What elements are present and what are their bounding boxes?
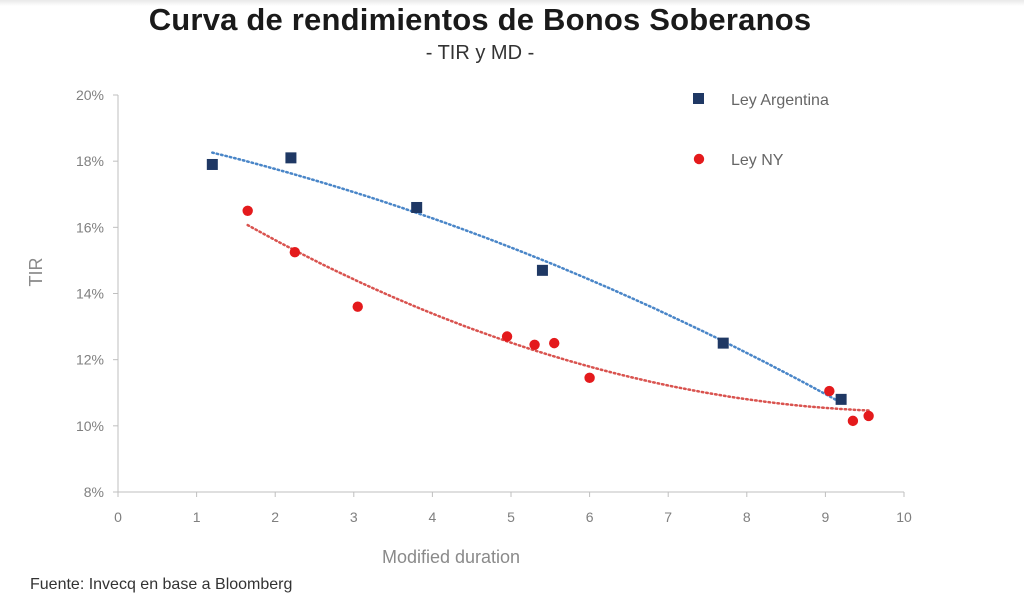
data-point-ley-ny: [242, 205, 253, 216]
x-tick-label: 4: [429, 509, 437, 525]
x-tick-label: 2: [271, 509, 279, 525]
data-point-ley-ny: [501, 331, 513, 342]
trendline-ley-argentina: [211, 151, 843, 404]
legend: Ley Argentina Ley NY: [693, 92, 829, 169]
chart-subtitle: - TIR y MD -: [425, 42, 535, 64]
y-tick-label: 10%: [76, 418, 104, 434]
top-bar: [0, 0, 1024, 6]
x-tick-label: 1: [193, 509, 201, 525]
data-point-ley-ny: [847, 415, 859, 427]
y-tick-label: 18%: [76, 153, 104, 169]
data-point-ley-ny: [584, 372, 595, 384]
data-point-ley-argentina: [835, 393, 847, 405]
legend-label-ley-ny: Ley NY: [731, 152, 784, 169]
trendline-ley-ny: [246, 223, 870, 412]
data-point-ley-ny: [352, 301, 363, 312]
data-point-ley-argentina: [285, 152, 297, 164]
x-axis-title: Modified duration: [382, 547, 520, 567]
data-point-ley-ny: [863, 410, 874, 422]
y-tick-label: 14%: [76, 286, 104, 302]
data-point-ley-argentina: [536, 264, 548, 276]
data-point-ley-argentina: [717, 337, 729, 349]
data-point-ley-ny: [289, 246, 301, 258]
y-tick-label: 8%: [84, 484, 104, 500]
x-tick-label: 9: [822, 509, 830, 525]
x-tick-label: 6: [586, 509, 594, 525]
trendlines: [211, 151, 870, 412]
legend-marker-ley-argentina: [693, 93, 704, 104]
data-point-ley-ny: [549, 337, 560, 349]
y-tick-label: 20%: [76, 87, 104, 103]
data-point-ley-argentina: [206, 158, 218, 170]
y-tick-label: 12%: [76, 352, 104, 368]
x-tick-label: 7: [664, 509, 672, 525]
data-point-ley-ny: [529, 339, 540, 350]
y-tick-label: 16%: [76, 219, 104, 235]
x-tick-label: 8: [743, 509, 751, 525]
data-points: [206, 152, 874, 427]
x-tick-label: 0: [114, 509, 122, 525]
axes: 8% 10% 12% 14% 16% 18% 20% 0 1 2 3 4 5 6 7 8 9 10: [76, 87, 912, 525]
x-tick-label: 5: [507, 509, 515, 525]
chart-title: Curva de rendimientos de Bonos Soberanos: [148, 2, 812, 37]
data-point-ley-argentina: [411, 201, 423, 213]
data-point-ley-ny: [824, 385, 835, 397]
y-axis-title: TIR: [26, 258, 46, 287]
legend-marker-ley-ny: [693, 153, 705, 165]
x-tick-label: 10: [896, 509, 912, 525]
x-tick-label: 3: [350, 509, 358, 525]
legend-label-ley-argentina: Ley Argentina: [731, 92, 829, 109]
source-note: Fuente: Invecq en base a Bloomberg: [30, 576, 293, 593]
